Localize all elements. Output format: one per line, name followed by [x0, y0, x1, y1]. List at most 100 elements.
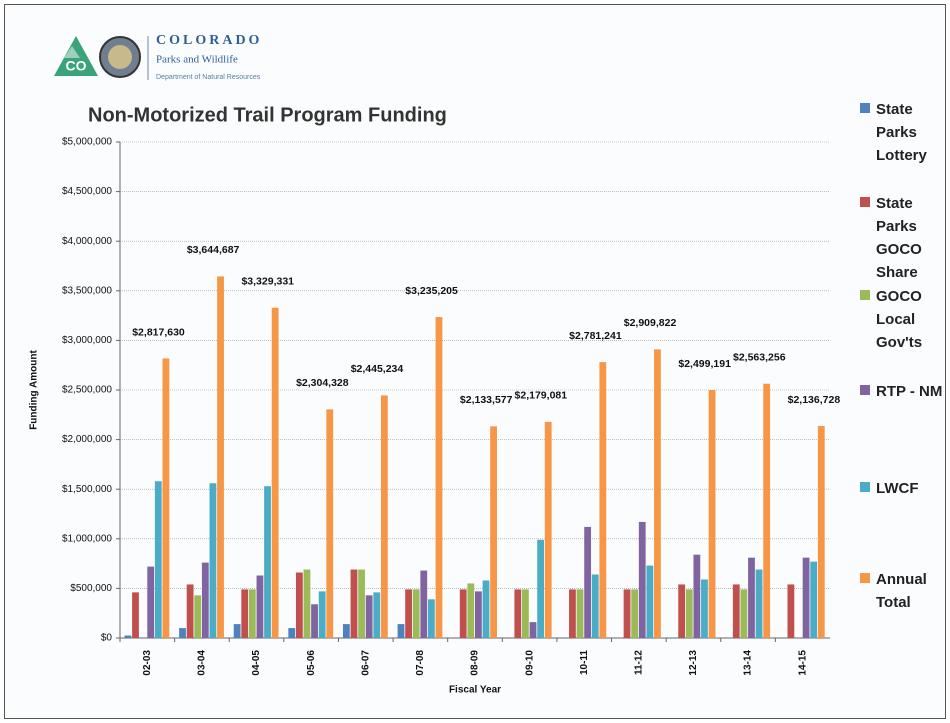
x-tick-label: 02-03: [142, 650, 153, 676]
bar: [459, 589, 467, 638]
value-label: $2,136,728: [788, 394, 841, 406]
bar: [186, 584, 194, 638]
bar: [373, 592, 381, 638]
bar: [132, 592, 139, 638]
legend-swatch: [860, 103, 870, 113]
bar: [412, 589, 420, 638]
bar: [810, 561, 818, 638]
bar: [420, 570, 428, 638]
bar: [318, 591, 326, 638]
bar: [342, 624, 350, 638]
logo-text: CO: [66, 58, 87, 74]
value-label: $2,179,081: [515, 390, 568, 402]
value-label: $2,499,191: [678, 358, 731, 370]
legend-label: State Parks GOCO Share: [876, 195, 922, 281]
bar: [732, 584, 740, 638]
bar: [435, 317, 443, 638]
bar: [295, 572, 303, 638]
value-label: $2,133,577: [460, 394, 513, 406]
legend-label: GOCO Local Gov'ts: [876, 288, 923, 351]
value-label: $2,817,630: [132, 326, 185, 338]
bar: [154, 481, 162, 638]
y-tick-label: $1,000,000: [62, 533, 112, 544]
value-label: $2,781,241: [569, 330, 622, 342]
bar: [147, 566, 155, 638]
y-tick-label: $3,000,000: [62, 335, 112, 346]
bar: [201, 562, 209, 638]
bar: [802, 557, 810, 638]
y-tick-label: $5,000,000: [62, 137, 112, 148]
legend-swatch: [860, 573, 870, 583]
bar: [623, 589, 631, 638]
value-label: $3,644,687: [187, 244, 240, 256]
org-name: COLORADO: [156, 33, 262, 48]
bar: [326, 409, 334, 638]
bar: [427, 599, 435, 638]
bar: [311, 604, 318, 638]
bar: [748, 557, 755, 638]
bar: [380, 395, 388, 638]
bar: [217, 276, 224, 638]
x-tick-label: 10-11: [579, 650, 590, 675]
legend-label: LWCF: [876, 480, 919, 497]
legend-label: Annual Total: [876, 571, 927, 611]
bar: [537, 539, 545, 638]
bar: [685, 589, 693, 638]
bar: [264, 486, 271, 638]
state-seal-inner: [108, 45, 132, 69]
bar: [303, 569, 311, 638]
y-tick-label: $0: [101, 633, 113, 644]
bar: [350, 569, 358, 638]
bar: [576, 589, 584, 638]
legend-swatch: [860, 290, 870, 300]
bar: [124, 635, 132, 638]
logo-peak: [64, 46, 80, 58]
x-tick-label: 06-07: [360, 650, 371, 676]
x-tick-label: 03-04: [197, 650, 208, 676]
department-name: Department of Natural Resources: [156, 74, 261, 81]
y-tick-label: $2,000,000: [62, 434, 112, 445]
bar: [271, 307, 279, 638]
bar: [544, 421, 552, 638]
x-tick-label: 09-10: [524, 650, 535, 676]
bar: [654, 349, 661, 638]
value-label: $3,329,331: [241, 276, 294, 288]
bar: [397, 624, 405, 638]
bar: [678, 584, 686, 638]
bar: [787, 584, 795, 638]
bar: [467, 583, 475, 638]
bar: [288, 628, 296, 638]
y-tick-label: $2,500,000: [62, 385, 112, 396]
bar: [817, 426, 825, 638]
legend-item: State Parks Lottery: [860, 98, 946, 167]
x-tick-label: 13-14: [743, 650, 754, 676]
bar: [631, 589, 639, 638]
bar: [522, 589, 529, 638]
bar: [194, 595, 202, 638]
bar: [693, 554, 701, 638]
value-label: $2,445,234: [351, 363, 404, 375]
bar: [763, 383, 771, 638]
legend-label: RTP - NM: [876, 383, 943, 400]
bar: [405, 589, 412, 638]
bar: [209, 483, 217, 638]
x-tick-label: 07-08: [415, 650, 426, 676]
logo: CO COLORADO Parks and Wildlife Departmen…: [54, 33, 262, 81]
bar: [256, 575, 264, 638]
x-tick-label: 14-15: [797, 650, 808, 676]
x-tick-label: 04-05: [251, 650, 262, 676]
bar: [241, 589, 249, 638]
bar: [248, 589, 256, 638]
bar: [740, 589, 748, 638]
value-label: $2,563,256: [733, 352, 786, 364]
bar: [365, 595, 373, 638]
bar: [708, 390, 716, 638]
bar: [591, 574, 599, 638]
legend-item: State Parks GOCO Share: [860, 192, 946, 284]
value-label: $2,909,822: [624, 317, 677, 329]
y-axis-label: Funding Amount: [29, 350, 40, 430]
value-label: $2,304,328: [296, 377, 349, 389]
y-tick-label: $4,000,000: [62, 236, 112, 247]
